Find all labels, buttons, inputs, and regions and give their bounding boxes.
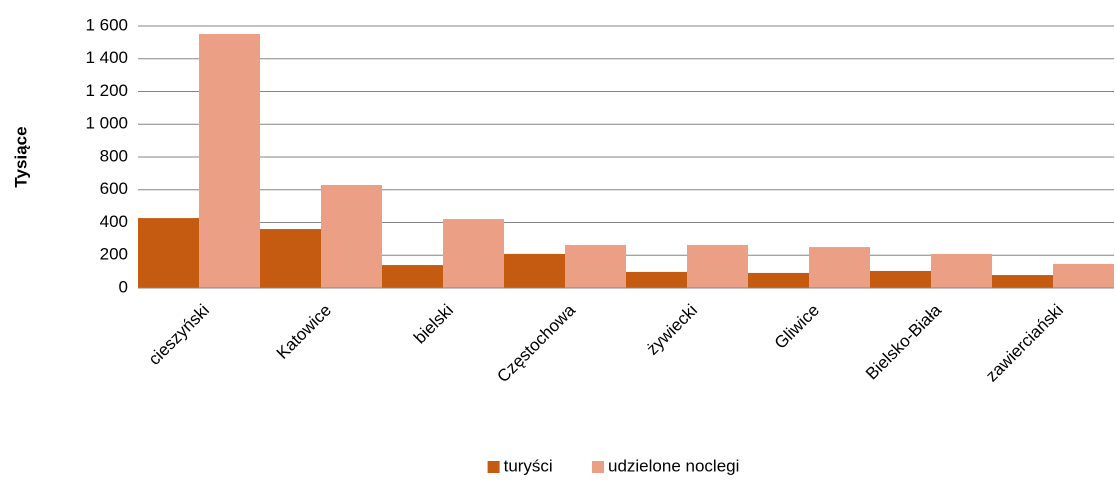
y-tick-label: 1 000: [85, 114, 128, 133]
y-tick-label: 0: [119, 277, 128, 296]
y-tick-label: 200: [100, 245, 128, 264]
bar: [809, 247, 870, 288]
y-tick-label: 1 200: [85, 81, 128, 100]
bar: [1053, 263, 1114, 288]
x-tick-label: Częstochowa: [493, 300, 579, 386]
legend-swatch: [487, 461, 500, 473]
bar: [687, 244, 748, 288]
bar: [382, 265, 443, 288]
bar: [443, 219, 504, 288]
y-tick-label: 1 600: [85, 15, 128, 34]
y-tick-label: 800: [100, 146, 128, 165]
x-tick-label: bielski: [410, 301, 457, 348]
bar: [504, 253, 565, 288]
bar: [992, 275, 1053, 288]
bar: [260, 229, 321, 288]
bar: [931, 253, 992, 288]
bar: [748, 272, 809, 288]
legend-label: turyści: [504, 456, 553, 475]
legend-label: udzielone noclegi: [608, 456, 739, 475]
x-tick-label: Bielsko-Biała: [862, 300, 945, 383]
bar: [138, 218, 199, 288]
x-tick-label: zawierciański: [982, 301, 1067, 386]
y-tick-label: 1 400: [85, 48, 128, 67]
x-tick-label: cieszyński: [145, 301, 213, 369]
x-tick-label: Katowice: [273, 301, 335, 363]
bar: [321, 185, 382, 288]
legend-swatch: [592, 461, 604, 473]
bar: [870, 270, 931, 288]
y-axis-label: Tysiące: [11, 126, 30, 187]
y-tick-label: 600: [100, 179, 128, 198]
x-tick-label: żywiecki: [643, 301, 701, 359]
bar: [626, 271, 687, 288]
bar: [565, 244, 626, 288]
y-tick-label: 400: [100, 212, 128, 231]
x-tick-label: Gliwice: [771, 301, 823, 353]
bar: [199, 34, 260, 289]
